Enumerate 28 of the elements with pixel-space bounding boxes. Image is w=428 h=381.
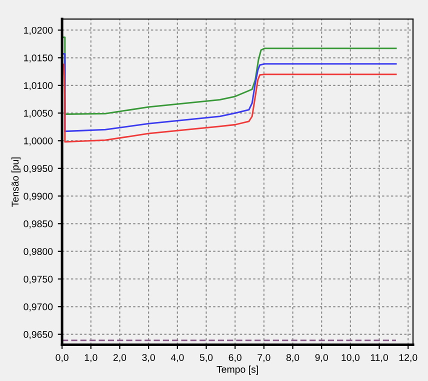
y-tick-label: 0,9850 bbox=[24, 220, 53, 228]
y-tick-label: 1,0050 bbox=[24, 110, 53, 118]
y-tick-label: 0,9650 bbox=[24, 331, 53, 340]
x-tick-label: 2,0 bbox=[113, 354, 126, 362]
y-tick-label: 0,9950 bbox=[24, 165, 53, 174]
y-tick-label: 0,9800 bbox=[24, 248, 53, 256]
line-series bbox=[63, 64, 397, 143]
x-tick-label: 10,0 bbox=[342, 354, 360, 362]
y-tick-label: 1,0200 bbox=[24, 26, 53, 35]
x-tick-label: 7,0 bbox=[258, 354, 270, 362]
x-tick-label: 3,0 bbox=[142, 354, 155, 362]
x-tick-label: 4,0 bbox=[170, 354, 184, 362]
x-tick-label: 5,0 bbox=[200, 354, 213, 362]
x-tick-label: 11,0 bbox=[370, 354, 388, 362]
y-tick-label: 1,0000 bbox=[24, 137, 53, 146]
x-tick-label: 9,0 bbox=[315, 354, 328, 362]
x-tick-label: 12,0 bbox=[399, 354, 418, 362]
y-tick-label: 0,9900 bbox=[24, 192, 53, 201]
y-tick-label: 1,0100 bbox=[24, 82, 53, 90]
x-tick-label: 1,0 bbox=[84, 354, 98, 362]
y-axis-title: Tensão [pu] bbox=[11, 157, 21, 207]
x-axis-title: Tempo [s] bbox=[216, 366, 258, 375]
y-tick-label: 0,9750 bbox=[24, 276, 53, 284]
x-tick-label: 0,0 bbox=[56, 354, 68, 362]
y-tick-label: 0,9700 bbox=[24, 303, 53, 312]
x-tick-label: 8,0 bbox=[286, 354, 300, 362]
x-tick-label: 6,0 bbox=[228, 354, 242, 362]
y-tick-label: 1,0150 bbox=[24, 54, 53, 63]
